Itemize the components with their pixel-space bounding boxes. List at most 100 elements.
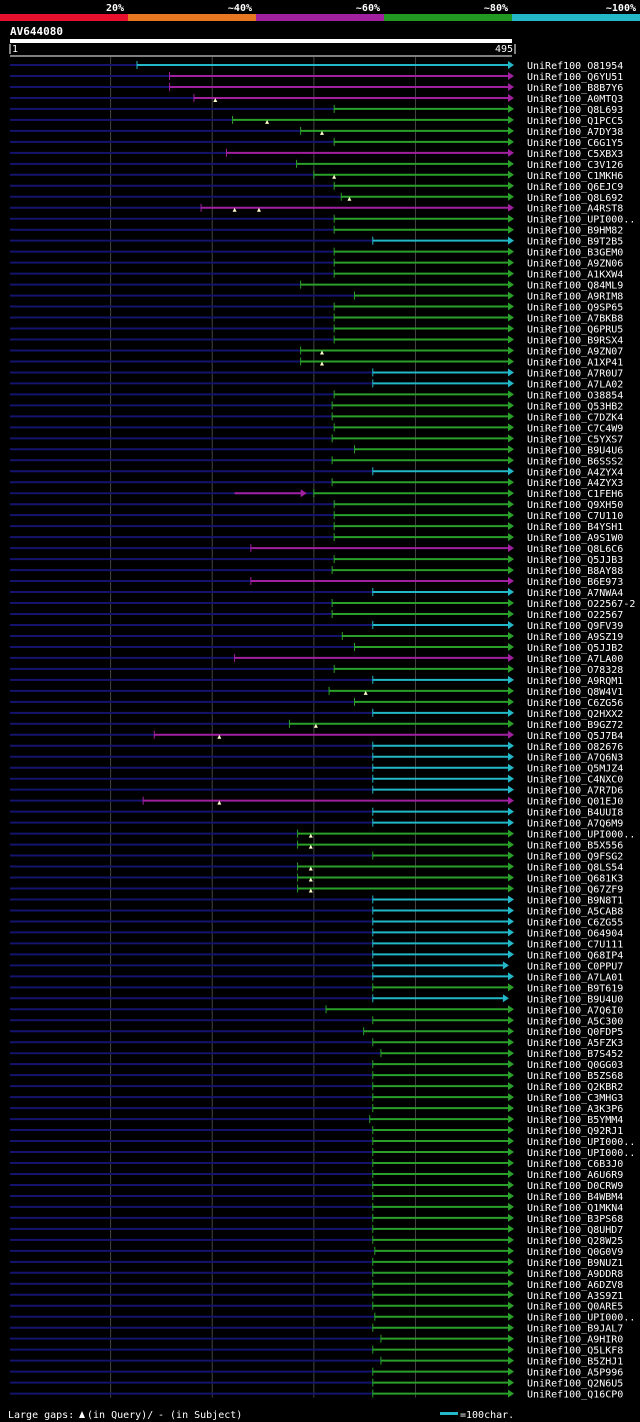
hit-label[interactable]: UniRef100_A9S1W0 <box>527 533 623 544</box>
hit-label[interactable]: UniRef100_C4NXC0 <box>527 775 623 786</box>
hit-label[interactable]: UniRef100_C6G1Y5 <box>527 138 623 149</box>
hit-label[interactable]: UniRef100_C1FEH6 <box>527 489 623 500</box>
hit-label[interactable]: UniRef100_O64904 <box>527 928 623 939</box>
hit-label[interactable]: UniRef100_B7S452 <box>527 1049 623 1060</box>
hit-label[interactable]: UniRef100_Q1MKN4 <box>527 1203 623 1214</box>
hit-label[interactable]: UniRef100_C5XBX3 <box>527 149 623 160</box>
hit-label[interactable]: UniRef100_B8AY88 <box>527 566 623 577</box>
hit-label[interactable]: UniRef100_C7U110 <box>527 511 623 522</box>
hit-label[interactable]: UniRef100_B4WBM4 <box>527 1192 623 1203</box>
hit-label[interactable]: UniRef100_A9RIM8 <box>527 292 623 303</box>
hit-label[interactable]: UniRef100_O81954 <box>527 61 623 72</box>
hit-label[interactable]: UniRef100_C7C4W9 <box>527 423 623 434</box>
hit-label[interactable]: UniRef100_B9RSX4 <box>527 336 623 347</box>
hit-label[interactable]: UniRef100_A3S9Z1 <box>527 1291 623 1302</box>
hit-label[interactable]: UniRef100_A7Q6M9 <box>527 819 623 830</box>
hit-label[interactable]: UniRef100_A0MTQ3 <box>527 94 623 105</box>
hit-label[interactable]: UniRef100_A4ZYX4 <box>527 467 623 478</box>
hit-label[interactable]: UniRef100_B9N8T1 <box>527 895 623 906</box>
hit-label[interactable]: UniRef100_A1KXW4 <box>527 270 623 281</box>
hit-label[interactable]: UniRef100_B9T619 <box>527 983 623 994</box>
hit-label[interactable]: UniRef100_C7DZK4 <box>527 412 623 423</box>
hit-label[interactable]: UniRef100_Q9FV39 <box>527 621 623 632</box>
hit-label[interactable]: UniRef100_Q5MJZ4 <box>527 764 623 775</box>
hit-label[interactable]: UniRef100_A1XP41 <box>527 357 623 368</box>
hit-label[interactable]: UniRef100_Q16CP0 <box>527 1390 623 1401</box>
hit-label[interactable]: UniRef100_Q0G0V9 <box>527 1247 623 1258</box>
hit-label[interactable]: UniRef100_Q8LS54 <box>527 863 623 874</box>
hit-label[interactable]: UniRef100_B5ZHJ1 <box>527 1357 623 1368</box>
hit-label[interactable]: UniRef100_A9DDR8 <box>527 1269 623 1280</box>
hit-label[interactable]: UniRef100_A6DZV8 <box>527 1280 623 1291</box>
hit-label[interactable]: UniRef100_A9SZ19 <box>527 632 623 643</box>
hit-label[interactable]: UniRef100_A5FZK3 <box>527 1038 623 1049</box>
hit-label[interactable]: UniRef100_A5CAB8 <box>527 906 623 917</box>
hit-label[interactable]: UniRef100_A6U6R9 <box>527 1170 623 1181</box>
hit-label[interactable]: UniRef100_Q0FDP5 <box>527 1027 623 1038</box>
hit-label[interactable]: UniRef100_B8B7Y6 <box>527 83 623 94</box>
hit-label[interactable]: UniRef100_C0PPU7 <box>527 961 623 972</box>
hit-label[interactable]: UniRef100_D0CRW9 <box>527 1181 623 1192</box>
hit-label[interactable]: UniRef100_A9RQM1 <box>527 676 623 687</box>
hit-label[interactable]: UniRef100_Q5JJB2 <box>527 643 623 654</box>
hit-label[interactable]: UniRef100_C6B3J0 <box>527 1159 623 1170</box>
hit-label[interactable]: UniRef100_B9JAL7 <box>527 1324 623 1335</box>
hit-label[interactable]: UniRef100_B9HM82 <box>527 226 623 237</box>
hit-label[interactable]: UniRef100_A9ZN06 <box>527 259 623 270</box>
hit-label[interactable]: UniRef100_A9HIR0 <box>527 1335 623 1346</box>
hit-label[interactable]: UniRef100_B5X556 <box>527 841 623 852</box>
hit-label[interactable]: UniRef100_A3K3P6 <box>527 1104 623 1115</box>
hit-label[interactable]: UniRef100_Q8L692 <box>527 193 623 204</box>
hit-label[interactable]: UniRef100_O38854 <box>527 390 623 401</box>
hit-label[interactable]: UniRef100_Q1PCC5 <box>527 116 623 127</box>
hit-label[interactable]: UniRef100_B4UUI8 <box>527 808 623 819</box>
hit-label[interactable]: UniRef100_O22567 <box>527 610 623 621</box>
hit-label[interactable]: UniRef100_Q8UHD7 <box>527 1225 623 1236</box>
hit-label[interactable]: UniRef100_A7R0U7 <box>527 368 623 379</box>
hit-label[interactable]: UniRef100_A7Q6N3 <box>527 753 623 764</box>
hit-label[interactable]: UniRef100_B3PS68 <box>527 1214 623 1225</box>
hit-label[interactable]: UniRef100_Q01EJ0 <box>527 797 623 808</box>
hit-label[interactable]: UniRef100_A7BKB8 <box>527 314 623 325</box>
hit-label[interactable]: UniRef100_UPI000.. <box>527 1148 635 1159</box>
hit-label[interactable]: UniRef100_A7DY38 <box>527 127 623 138</box>
hit-label[interactable]: UniRef100_A7NWA4 <box>527 588 623 599</box>
hit-label[interactable]: UniRef100_Q5LKF8 <box>527 1346 623 1357</box>
hit-label[interactable]: UniRef100_B9T2B5 <box>527 237 623 248</box>
hit-label[interactable]: UniRef100_A5P996 <box>527 1368 623 1379</box>
hit-label[interactable]: UniRef100_Q2N6U5 <box>527 1379 623 1390</box>
hit-label[interactable]: UniRef100_Q8L693 <box>527 105 623 116</box>
hit-label[interactable]: UniRef100_Q2KBR2 <box>527 1082 623 1093</box>
hit-label[interactable]: UniRef100_B3GEM0 <box>527 248 623 259</box>
hit-label[interactable]: UniRef100_B5YMM4 <box>527 1115 623 1126</box>
hit-label[interactable]: UniRef100_A4ZYX3 <box>527 478 623 489</box>
hit-label[interactable]: UniRef100_Q9SP65 <box>527 303 623 314</box>
hit-label[interactable]: UniRef100_UPI000.. <box>527 830 635 841</box>
hit-label[interactable]: UniRef100_Q67ZF9 <box>527 885 623 896</box>
hit-label[interactable]: UniRef100_Q28W25 <box>527 1236 623 1247</box>
hit-label[interactable]: UniRef100_C3MHG3 <box>527 1093 623 1104</box>
hit-label[interactable]: UniRef100_B5ZS68 <box>527 1071 623 1082</box>
hit-label[interactable]: UniRef100_C6ZG56 <box>527 698 623 709</box>
hit-label[interactable]: UniRef100_A7LA02 <box>527 379 623 390</box>
hit-label[interactable]: UniRef100_B4YSH1 <box>527 522 623 533</box>
hit-label[interactable]: UniRef100_A5C300 <box>527 1016 623 1027</box>
hit-label[interactable]: UniRef100_B9U4U0 <box>527 994 623 1005</box>
hit-label[interactable]: UniRef100_Q92RJ1 <box>527 1126 623 1137</box>
hit-label[interactable]: UniRef100_Q5JJB3 <box>527 555 623 566</box>
hit-label[interactable]: UniRef100_A7LA01 <box>527 972 623 983</box>
hit-label[interactable]: UniRef100_Q6EJC9 <box>527 182 623 193</box>
hit-label[interactable]: UniRef100_O82676 <box>527 742 623 753</box>
hit-label[interactable]: UniRef100_Q0GG03 <box>527 1060 623 1071</box>
hit-label[interactable]: UniRef100_Q6YU51 <box>527 72 623 83</box>
hit-label[interactable]: UniRef100_O78328 <box>527 665 623 676</box>
hit-label[interactable]: UniRef100_O22567-2 <box>527 599 635 610</box>
hit-label[interactable]: UniRef100_A7Q6I0 <box>527 1005 623 1016</box>
hit-label[interactable]: UniRef100_C5YXS7 <box>527 434 623 445</box>
hit-label[interactable]: UniRef100_Q9FSG2 <box>527 852 623 863</box>
hit-label[interactable]: UniRef100_A7LA00 <box>527 654 623 665</box>
hit-label[interactable]: UniRef100_Q8L6C6 <box>527 544 623 555</box>
hit-label[interactable]: UniRef100_Q8W4V1 <box>527 687 623 698</box>
hit-label[interactable]: UniRef100_UPI000.. <box>527 1313 635 1324</box>
hit-label[interactable]: UniRef100_A9ZN07 <box>527 346 623 357</box>
